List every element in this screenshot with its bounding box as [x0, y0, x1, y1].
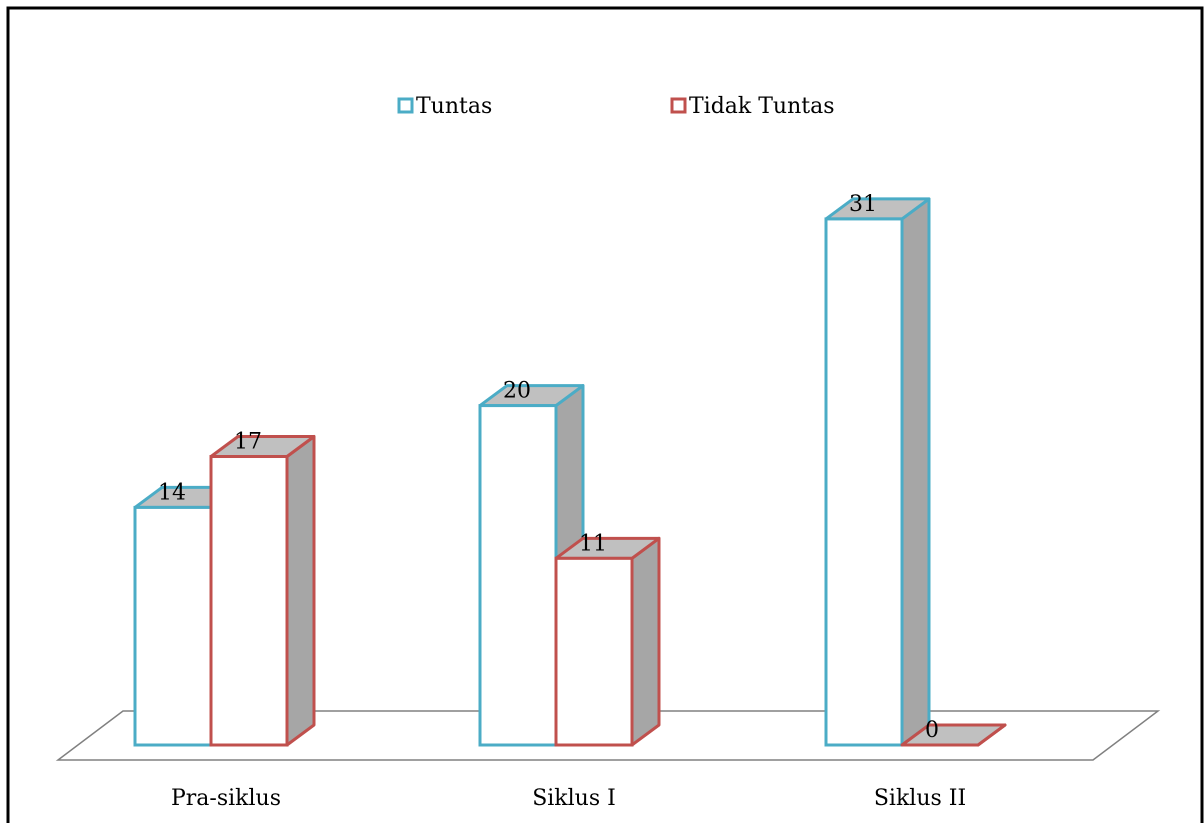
bar-front-tidak-tuntas-siklus-i [554, 556, 634, 747]
value-label-tidak-tuntas-siklus-ii: 0 [925, 718, 939, 743]
legend-item-tuntas: Tuntas [397, 94, 492, 119]
bar-side-tidak-tuntas-pra-siklus [285, 435, 316, 747]
bar-tidak-tuntas-siklus-ii [900, 723, 1007, 747]
bar-front-tuntas-siklus-ii [824, 217, 904, 747]
value-label-tuntas-pra-siklus: 14 [158, 480, 186, 505]
legend-swatch-tidak-tuntas [670, 97, 687, 114]
bar-side-tuntas-siklus-ii [900, 197, 931, 747]
bar-tuntas-siklus-ii [824, 197, 931, 747]
x-axis-ticks: Pra-siklus Siklus I Siklus II [171, 786, 966, 811]
legend-label-tidak-tuntas: Tidak Tuntas [689, 94, 835, 119]
bars-group [133, 197, 1007, 747]
bar-tidak-tuntas-siklus-i [554, 536, 661, 747]
x-tick-pra-siklus: Pra-siklus [171, 786, 281, 811]
legend-item-tidak-tuntas: Tidak Tuntas [670, 94, 835, 119]
value-label-tuntas-siklus-i: 20 [503, 379, 531, 404]
value-label-tuntas-siklus-ii: 31 [849, 192, 877, 217]
legend-label-tuntas: Tuntas [416, 94, 492, 119]
bar-side-tidak-tuntas-siklus-i [630, 536, 661, 747]
value-label-tidak-tuntas-pra-siklus: 17 [234, 430, 262, 455]
bar-front-tidak-tuntas-pra-siklus [209, 455, 289, 747]
value-label-tidak-tuntas-siklus-i: 11 [579, 531, 607, 556]
bar-front-tuntas-siklus-i [478, 404, 558, 747]
bar-top-tidak-tuntas-siklus-ii [900, 723, 1007, 747]
legend-swatch-tuntas [397, 97, 414, 114]
bar-front-tuntas-pra-siklus [133, 505, 213, 747]
value-labels-group: 14 17 20 11 31 0 [158, 192, 939, 743]
bar-tidak-tuntas-pra-siklus [209, 435, 316, 747]
legend: Tuntas Tidak Tuntas [397, 94, 835, 119]
x-tick-siklus-ii: Siklus II [874, 786, 966, 811]
chart-border [6, 6, 1204, 828]
x-tick-siklus-i: Siklus I [532, 786, 616, 811]
